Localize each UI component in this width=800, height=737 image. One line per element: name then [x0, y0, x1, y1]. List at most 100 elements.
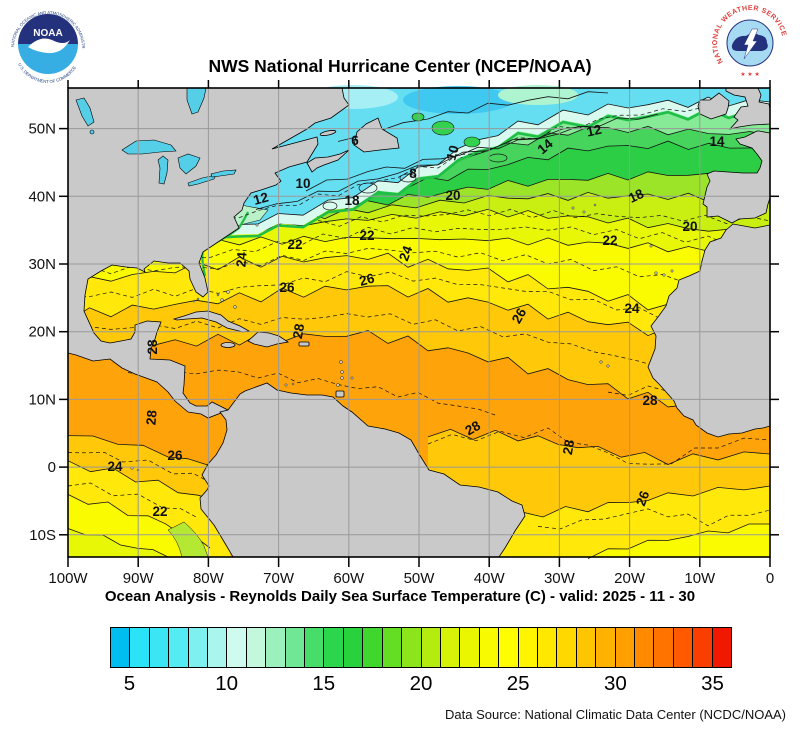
colorbar-tick-label: 30: [603, 672, 627, 695]
lat-tick-label: 50N: [28, 121, 56, 138]
colorbar-segment: [440, 628, 461, 667]
lon-tick-label: 60W: [333, 570, 365, 587]
colorbar-segment: [246, 628, 267, 667]
colorbar-segment: [634, 628, 655, 667]
contour-label: 24: [107, 459, 123, 474]
lat-tick-label: 30N: [28, 256, 56, 273]
landmass-south-america: [199, 382, 526, 558]
contour-label: 28: [560, 438, 577, 456]
map-subtitle: Ocean Analysis - Reynolds Daily Sea Surf…: [104, 588, 696, 605]
contour-label: 18: [626, 186, 646, 206]
lake-huron: [177, 153, 201, 175]
lon-tick-label: 10W: [684, 570, 716, 587]
noaa-emblem-bottom: [18, 44, 78, 74]
colorbar-segment: [460, 628, 480, 667]
colorbar-segment: [576, 628, 597, 667]
contour-label: 28: [642, 393, 658, 408]
contour-label: 18: [344, 193, 360, 208]
colorbar-segment: [654, 628, 674, 667]
lon-tick-label: 80W: [193, 570, 225, 587]
lon-tick-label: 0: [766, 570, 774, 587]
colorbar-segment: [537, 628, 558, 667]
contour-label: 20: [445, 188, 460, 203]
colorbar-segment: [693, 628, 713, 667]
colorbar-tick-label: 25: [506, 672, 530, 695]
colorbar-segment: [188, 628, 209, 667]
map-axes: 100W 90W 80W 70W 60W 50W 40W 30W 20W 10W 0 50N 40N 30…: [28, 80, 779, 587]
nws-logo-icon: NATIONAL WEATHER SERVICE ★ ★ ★: [712, 5, 787, 80]
lake-of-the-woods: [89, 129, 95, 135]
contour-label: 24: [396, 243, 415, 263]
contour-label: 10: [295, 176, 310, 191]
colorbar-segment: [402, 628, 422, 667]
colorbar-tick-label: 20: [409, 672, 433, 695]
lakes: [75, 87, 237, 187]
colorbar-segment: [130, 628, 150, 667]
landmass-anticosti: [319, 130, 337, 136]
contour-label: 14: [709, 134, 725, 149]
island-trinidad: [335, 390, 345, 398]
contour-label: 20: [682, 219, 697, 234]
temperature-colorbar: [110, 627, 732, 668]
colorbar-tick-label: 10: [215, 672, 239, 695]
island-cuba: [172, 310, 251, 333]
contour-label: 28: [462, 418, 483, 439]
lon-tick-label: 100W: [48, 570, 88, 587]
graticule: [68, 88, 770, 557]
contour-label: 6: [351, 133, 359, 148]
contour-label: 22: [359, 228, 374, 243]
contour-label: 26: [358, 270, 377, 289]
lat-tick-label: 10S: [29, 527, 56, 544]
lat-tick-label: 20N: [28, 324, 56, 341]
contour-label: 22: [602, 233, 617, 248]
colorbar-segment: [596, 628, 616, 667]
contour-label: 28: [290, 322, 307, 340]
contour-label: 26: [509, 305, 530, 326]
contour-label: 24: [233, 251, 249, 268]
contour-label: 8: [409, 166, 417, 181]
island-jamaica: [220, 342, 236, 348]
lat-tick-label: 10N: [28, 391, 56, 408]
contour-label: 26: [633, 488, 652, 508]
noaa-logo-icon: NATIONAL OCEANIC AND ATMOSPHERIC ADMINIS…: [9, 5, 87, 84]
colorbar-segment: [208, 628, 228, 667]
landmass-nova-scotia: [306, 149, 350, 173]
landmass-africa: [647, 223, 771, 438]
colorbar-tick-label: 15: [312, 672, 336, 695]
colorbar-segment: [305, 628, 325, 667]
colorbar-segment: [479, 628, 500, 667]
contour-label: 26: [167, 448, 183, 463]
colorbar-segment: [169, 628, 189, 667]
contour-label: 28: [145, 339, 160, 355]
contour-label: 22: [152, 504, 167, 519]
colorbar-segment: [363, 628, 383, 667]
lake-michigan: [157, 155, 169, 185]
lon-tick-label: 20W: [614, 570, 646, 587]
data-source-note: Data Source: National Climatic Data Cent…: [445, 707, 786, 722]
contour-label: 12: [252, 189, 270, 207]
contour-label: 22: [287, 237, 302, 252]
lat-tick-label: 40N: [28, 188, 56, 205]
contour-label: 12: [585, 122, 603, 140]
landmass-iberia-france: [702, 130, 771, 224]
noaa-logo: NATIONAL OCEANIC AND ATMOSPHERIC ADMINIS…: [8, 4, 88, 89]
colorbar-segment: [557, 628, 577, 667]
nws-logo: NATIONAL WEATHER SERVICE ★ ★ ★: [712, 5, 788, 86]
colorbar-segment: [499, 628, 519, 667]
lake-ontario: [210, 169, 237, 178]
lat-tick-label: 0: [48, 459, 56, 476]
contour-label: 26: [279, 280, 295, 295]
noaa-wordmark: NOAA: [33, 28, 62, 39]
colorbar-segment: [285, 628, 306, 667]
lon-tick-label: 30W: [544, 570, 576, 587]
colorbar-segment: [149, 628, 170, 667]
lon-tick-label: 40W: [474, 570, 506, 587]
colorbar-segment: [266, 628, 286, 667]
map-frame: [67, 87, 771, 558]
colorbar-segment: [324, 628, 344, 667]
nws-lightning-icon: [743, 28, 759, 60]
island-puerto-rico: [298, 341, 310, 347]
lake-winnipeg: [75, 97, 95, 127]
